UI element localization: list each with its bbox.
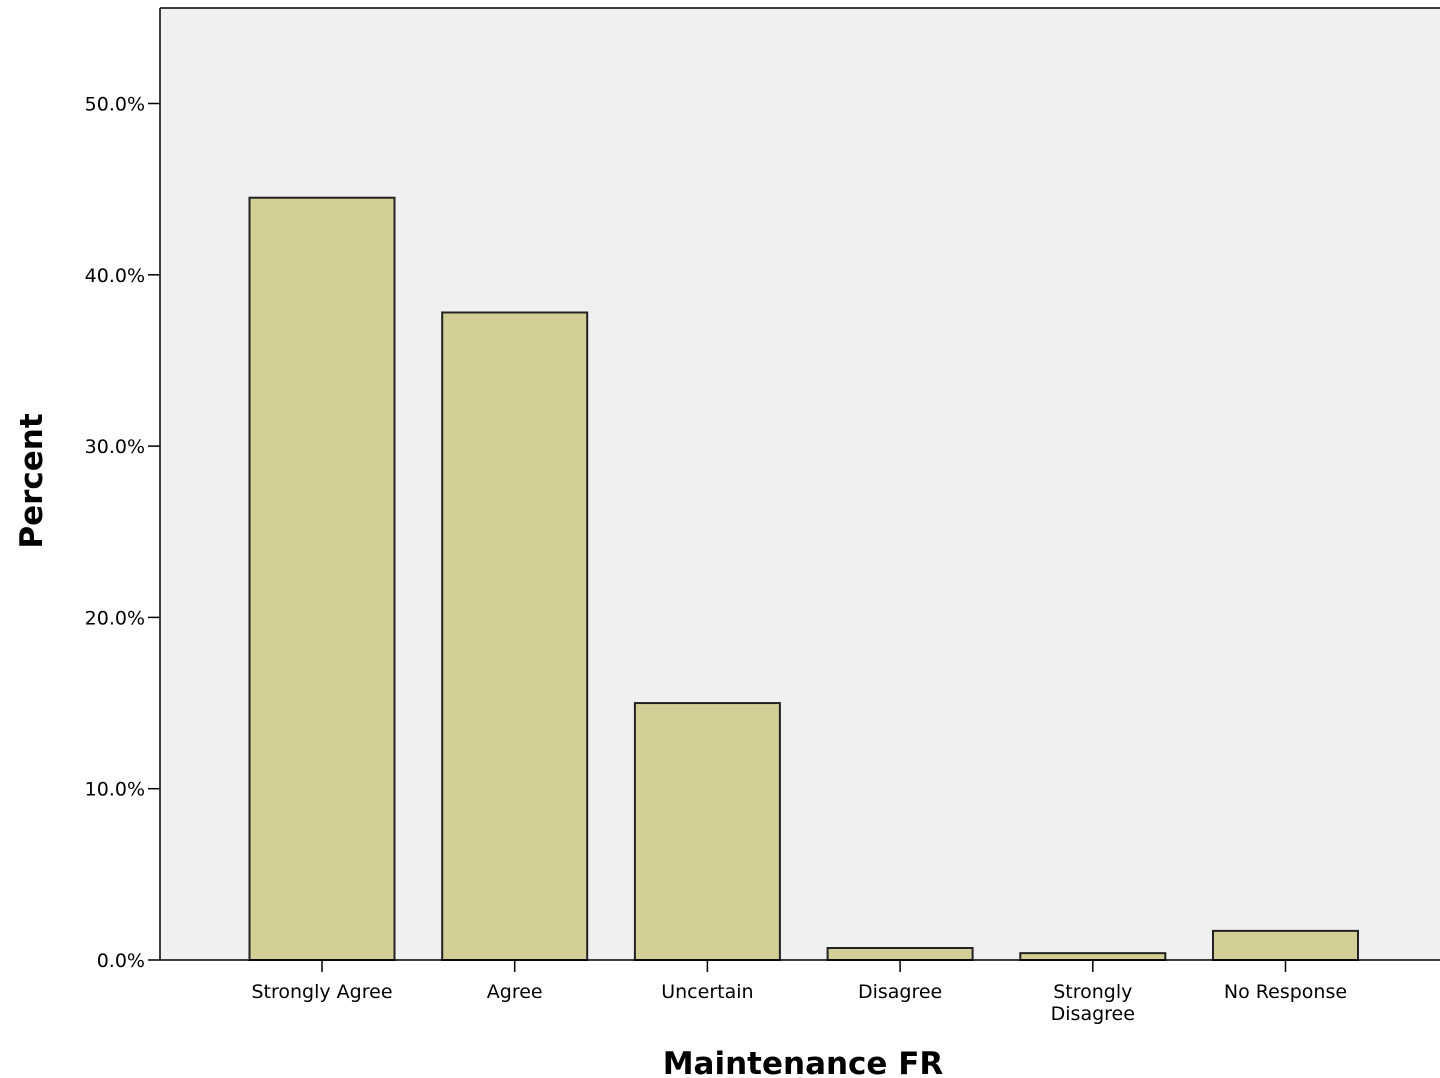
y-tick-label: 40.0% [85, 265, 145, 287]
y-tick-label: 10.0% [85, 779, 145, 801]
x-tick-label: Strongly Agree [251, 981, 392, 1003]
x-tick-label: Uncertain [661, 981, 753, 1003]
y-tick-label: 0.0% [97, 950, 145, 972]
y-tick-label: 50.0% [85, 94, 145, 116]
bar [441, 311, 589, 961]
bars-group [248, 196, 1359, 962]
x-ticks-group: Strongly Agree Agree Uncertain Disagree Stro… [251, 960, 1347, 1025]
bar [1212, 929, 1359, 962]
y-axis-title: Percent [14, 413, 50, 549]
bar [633, 702, 781, 961]
x-tick-label: Strongly [1053, 981, 1132, 1003]
y-tick-label: 30.0% [85, 436, 145, 458]
x-tick-label: Agree [487, 981, 543, 1003]
bar [248, 196, 396, 961]
x-tick-label: Disagree [858, 981, 942, 1003]
x-tick-label: No Response [1224, 981, 1347, 1003]
y-tick-label: 20.0% [85, 607, 145, 629]
bar [1019, 952, 1167, 962]
y-ticks-group: 0.0% 10.0% 20.0% 30.0% 40.0% 50.0% [85, 94, 160, 972]
x-tick-label: Disagree [1051, 1003, 1135, 1025]
x-axis-title: Maintenance FR [663, 1046, 944, 1078]
bar [826, 947, 974, 961]
